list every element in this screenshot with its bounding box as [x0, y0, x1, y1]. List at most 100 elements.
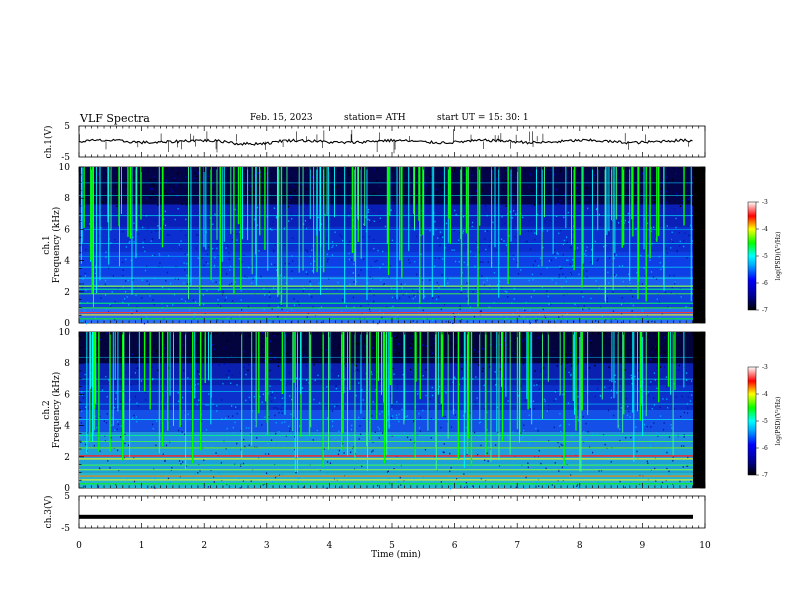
spectrogram-speck — [333, 478, 336, 481]
spectrogram-speck — [226, 483, 228, 486]
spectrogram-speck — [312, 187, 314, 190]
spectrogram-speck — [284, 262, 286, 265]
spectrogram-speck — [153, 175, 155, 178]
spectrogram-speck — [681, 200, 683, 202]
spectrogram-speck — [90, 369, 92, 371]
spectrogram-speck — [98, 211, 101, 214]
spectrogram-speck — [566, 242, 568, 244]
spectrogram-speck — [365, 434, 367, 436]
spectrogram-speck — [410, 189, 413, 192]
spectrogram-speck — [473, 315, 476, 318]
spectrogram-speck — [380, 432, 382, 434]
spectrogram-speck — [288, 199, 290, 202]
spectrogram-speck — [487, 460, 489, 462]
spectrogram-speck — [420, 480, 423, 483]
spectrogram-speck — [373, 333, 376, 336]
spectrogram-speck — [151, 366, 153, 368]
spectrogram-speck — [544, 175, 546, 178]
spectrogram-speck — [481, 477, 483, 480]
spectrogram-speck — [228, 252, 230, 254]
spectrogram-speck — [396, 401, 398, 403]
spectrogram-sferic — [690, 167, 692, 302]
spectrogram-speck — [522, 436, 524, 438]
spectrogram-speck — [538, 381, 540, 384]
spectrogram-sferic — [308, 332, 311, 437]
spectrogram-speck — [515, 213, 517, 215]
spectrogram-speck — [352, 272, 354, 274]
spectrogram-speck — [134, 395, 136, 398]
spectrogram-speck — [565, 236, 568, 238]
ch3-waveform-line — [79, 514, 693, 519]
spectrogram-speck — [132, 236, 134, 238]
spectrogram-speck — [115, 483, 117, 486]
spectrogram-speck — [247, 369, 249, 372]
spectrogram-speck — [349, 486, 351, 488]
spectrogram-speck — [123, 298, 126, 300]
spectrogram-speck — [522, 463, 524, 466]
spectrogram-speck — [512, 199, 515, 201]
spectrogram-speck — [249, 192, 251, 194]
spectrogram-speck — [676, 250, 678, 252]
spectrogram-speck — [453, 462, 455, 464]
spectrogram-speck — [142, 466, 145, 468]
spectrogram-speck — [520, 438, 523, 441]
spectrogram-speck — [347, 243, 349, 246]
spectrogram-sferic — [433, 167, 435, 236]
spectrogram-speck — [372, 347, 374, 349]
spectrogram-speck — [495, 384, 497, 386]
spectrogram-speck — [554, 391, 557, 393]
spectrogram-speck — [550, 303, 552, 305]
spectrogram-speck — [147, 171, 149, 173]
spectrogram-speck — [483, 281, 485, 284]
spectrogram-speck — [99, 350, 101, 353]
spectrogram-speck — [453, 408, 455, 411]
spectrogram-speck — [430, 175, 432, 178]
spectrogram-band — [79, 447, 693, 473]
spectrogram-speck — [320, 381, 322, 384]
spectrogram-speck — [157, 225, 159, 227]
spectrogram-speck — [609, 335, 611, 338]
spectrogram-speck — [619, 428, 621, 431]
colorbar-tick-label: -5 — [762, 418, 768, 425]
spectrogram-speck — [631, 383, 633, 385]
spectrogram-speck — [413, 477, 415, 480]
spectrogram-speck — [311, 249, 313, 252]
spectrogram-speck — [615, 344, 617, 347]
spectrogram-speck — [670, 239, 672, 241]
spectrogram-speck — [653, 346, 655, 348]
spectrogram-speck — [588, 446, 591, 449]
spectrogram-sferic — [112, 332, 114, 426]
spectrogram-speck — [194, 313, 196, 315]
spectrogram-speck — [646, 321, 649, 323]
spectrogram-speck — [520, 269, 522, 271]
spectrogram-speck — [199, 469, 201, 472]
spectrogram-speck — [133, 241, 135, 243]
spectrogram-speck — [413, 419, 415, 422]
spectrogram-sferic — [118, 167, 120, 227]
spectrogram-speck — [388, 245, 391, 247]
spectrogram-speck — [584, 333, 586, 335]
spectrogram-speck — [332, 244, 334, 247]
spectrogram-sferic — [129, 332, 131, 458]
spectrogram-speck — [503, 183, 505, 185]
spectrogram-speck — [230, 453, 233, 456]
spectrogram-sferic — [251, 167, 253, 275]
spectrogram-speck — [607, 459, 609, 461]
spectrogram-speck — [243, 366, 245, 369]
spectrogram-speck — [500, 240, 502, 243]
spectrogram-speck — [503, 459, 505, 461]
spectrogram-speck — [418, 344, 420, 346]
spectrogram-speck — [215, 219, 217, 221]
spectrogram-speck — [240, 290, 242, 292]
spectrogram-speck — [484, 230, 486, 233]
spectrogram-speck — [489, 343, 491, 346]
spectrogram-speck — [114, 322, 117, 324]
y-tick-label: 8 — [64, 359, 70, 369]
spectrogram-sferic — [99, 167, 101, 281]
spectrogram-speck — [626, 414, 629, 417]
spectrogram-speck — [330, 468, 332, 470]
spectrogram-speck — [158, 265, 160, 268]
spectrogram-speck — [313, 188, 315, 191]
spectrogram-speck — [293, 298, 295, 300]
spectrogram-sferic — [264, 167, 266, 250]
